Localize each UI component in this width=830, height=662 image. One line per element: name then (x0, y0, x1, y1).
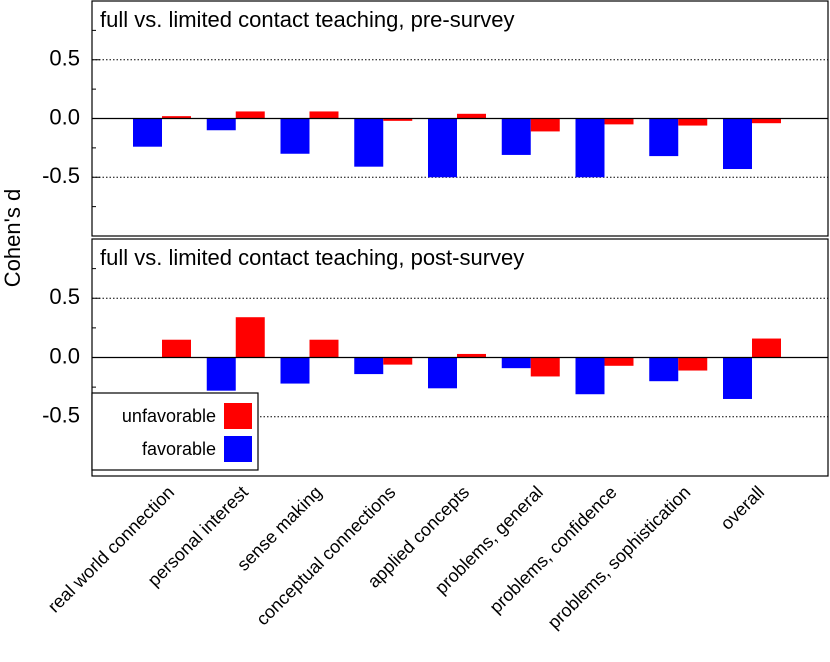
y-tick-label: 0.5 (49, 284, 80, 309)
bar (206, 118, 236, 131)
bar (678, 357, 708, 371)
bar (457, 113, 486, 119)
bar (501, 118, 531, 155)
x-tick-label: problems, sophistication (544, 482, 695, 633)
bar (383, 357, 413, 365)
bar (723, 118, 752, 170)
bar (162, 116, 191, 119)
bar (530, 357, 560, 377)
bar (649, 118, 679, 157)
bar (678, 118, 708, 126)
x-tick-label: problems, confidence (486, 482, 621, 617)
bar (649, 357, 679, 382)
legend-swatch (224, 403, 252, 429)
bar (575, 118, 605, 178)
y-tick-label: 0.5 (49, 46, 80, 71)
bar (428, 357, 457, 389)
bar (235, 317, 265, 358)
legend-label: unfavorable (122, 406, 216, 426)
x-tick-label: real world connection (44, 482, 178, 616)
bar (575, 357, 605, 395)
bar (235, 111, 265, 119)
bar (752, 118, 781, 124)
bar (501, 357, 531, 369)
bar (133, 118, 162, 147)
bar (383, 118, 413, 121)
bar (530, 118, 560, 132)
bar (457, 353, 486, 358)
legend-label: favorable (142, 439, 216, 459)
x-tick-label: overall (717, 482, 769, 534)
panel-title: full vs. limited contact teaching, pre-s… (100, 7, 515, 32)
y-tick-label: -0.5 (42, 403, 80, 428)
bar (723, 357, 752, 399)
bar (162, 339, 191, 358)
y-axis-label: Cohen's d (0, 189, 25, 287)
legend-swatch (224, 436, 252, 462)
bar (354, 357, 384, 375)
bar (206, 357, 236, 391)
panel-title: full vs. limited contact teaching, post-… (100, 245, 524, 270)
bar (604, 118, 634, 125)
x-tick-label: conceptual connections (252, 482, 399, 629)
bar (309, 339, 339, 358)
y-tick-label: 0.0 (49, 343, 80, 368)
bar (604, 357, 634, 366)
bar (428, 118, 457, 178)
bar (280, 118, 310, 154)
y-tick-label: 0.0 (49, 104, 80, 129)
bar (752, 338, 781, 358)
y-tick-label: -0.5 (42, 163, 80, 188)
bar (309, 111, 339, 119)
bar (280, 357, 310, 384)
bar (354, 118, 384, 167)
